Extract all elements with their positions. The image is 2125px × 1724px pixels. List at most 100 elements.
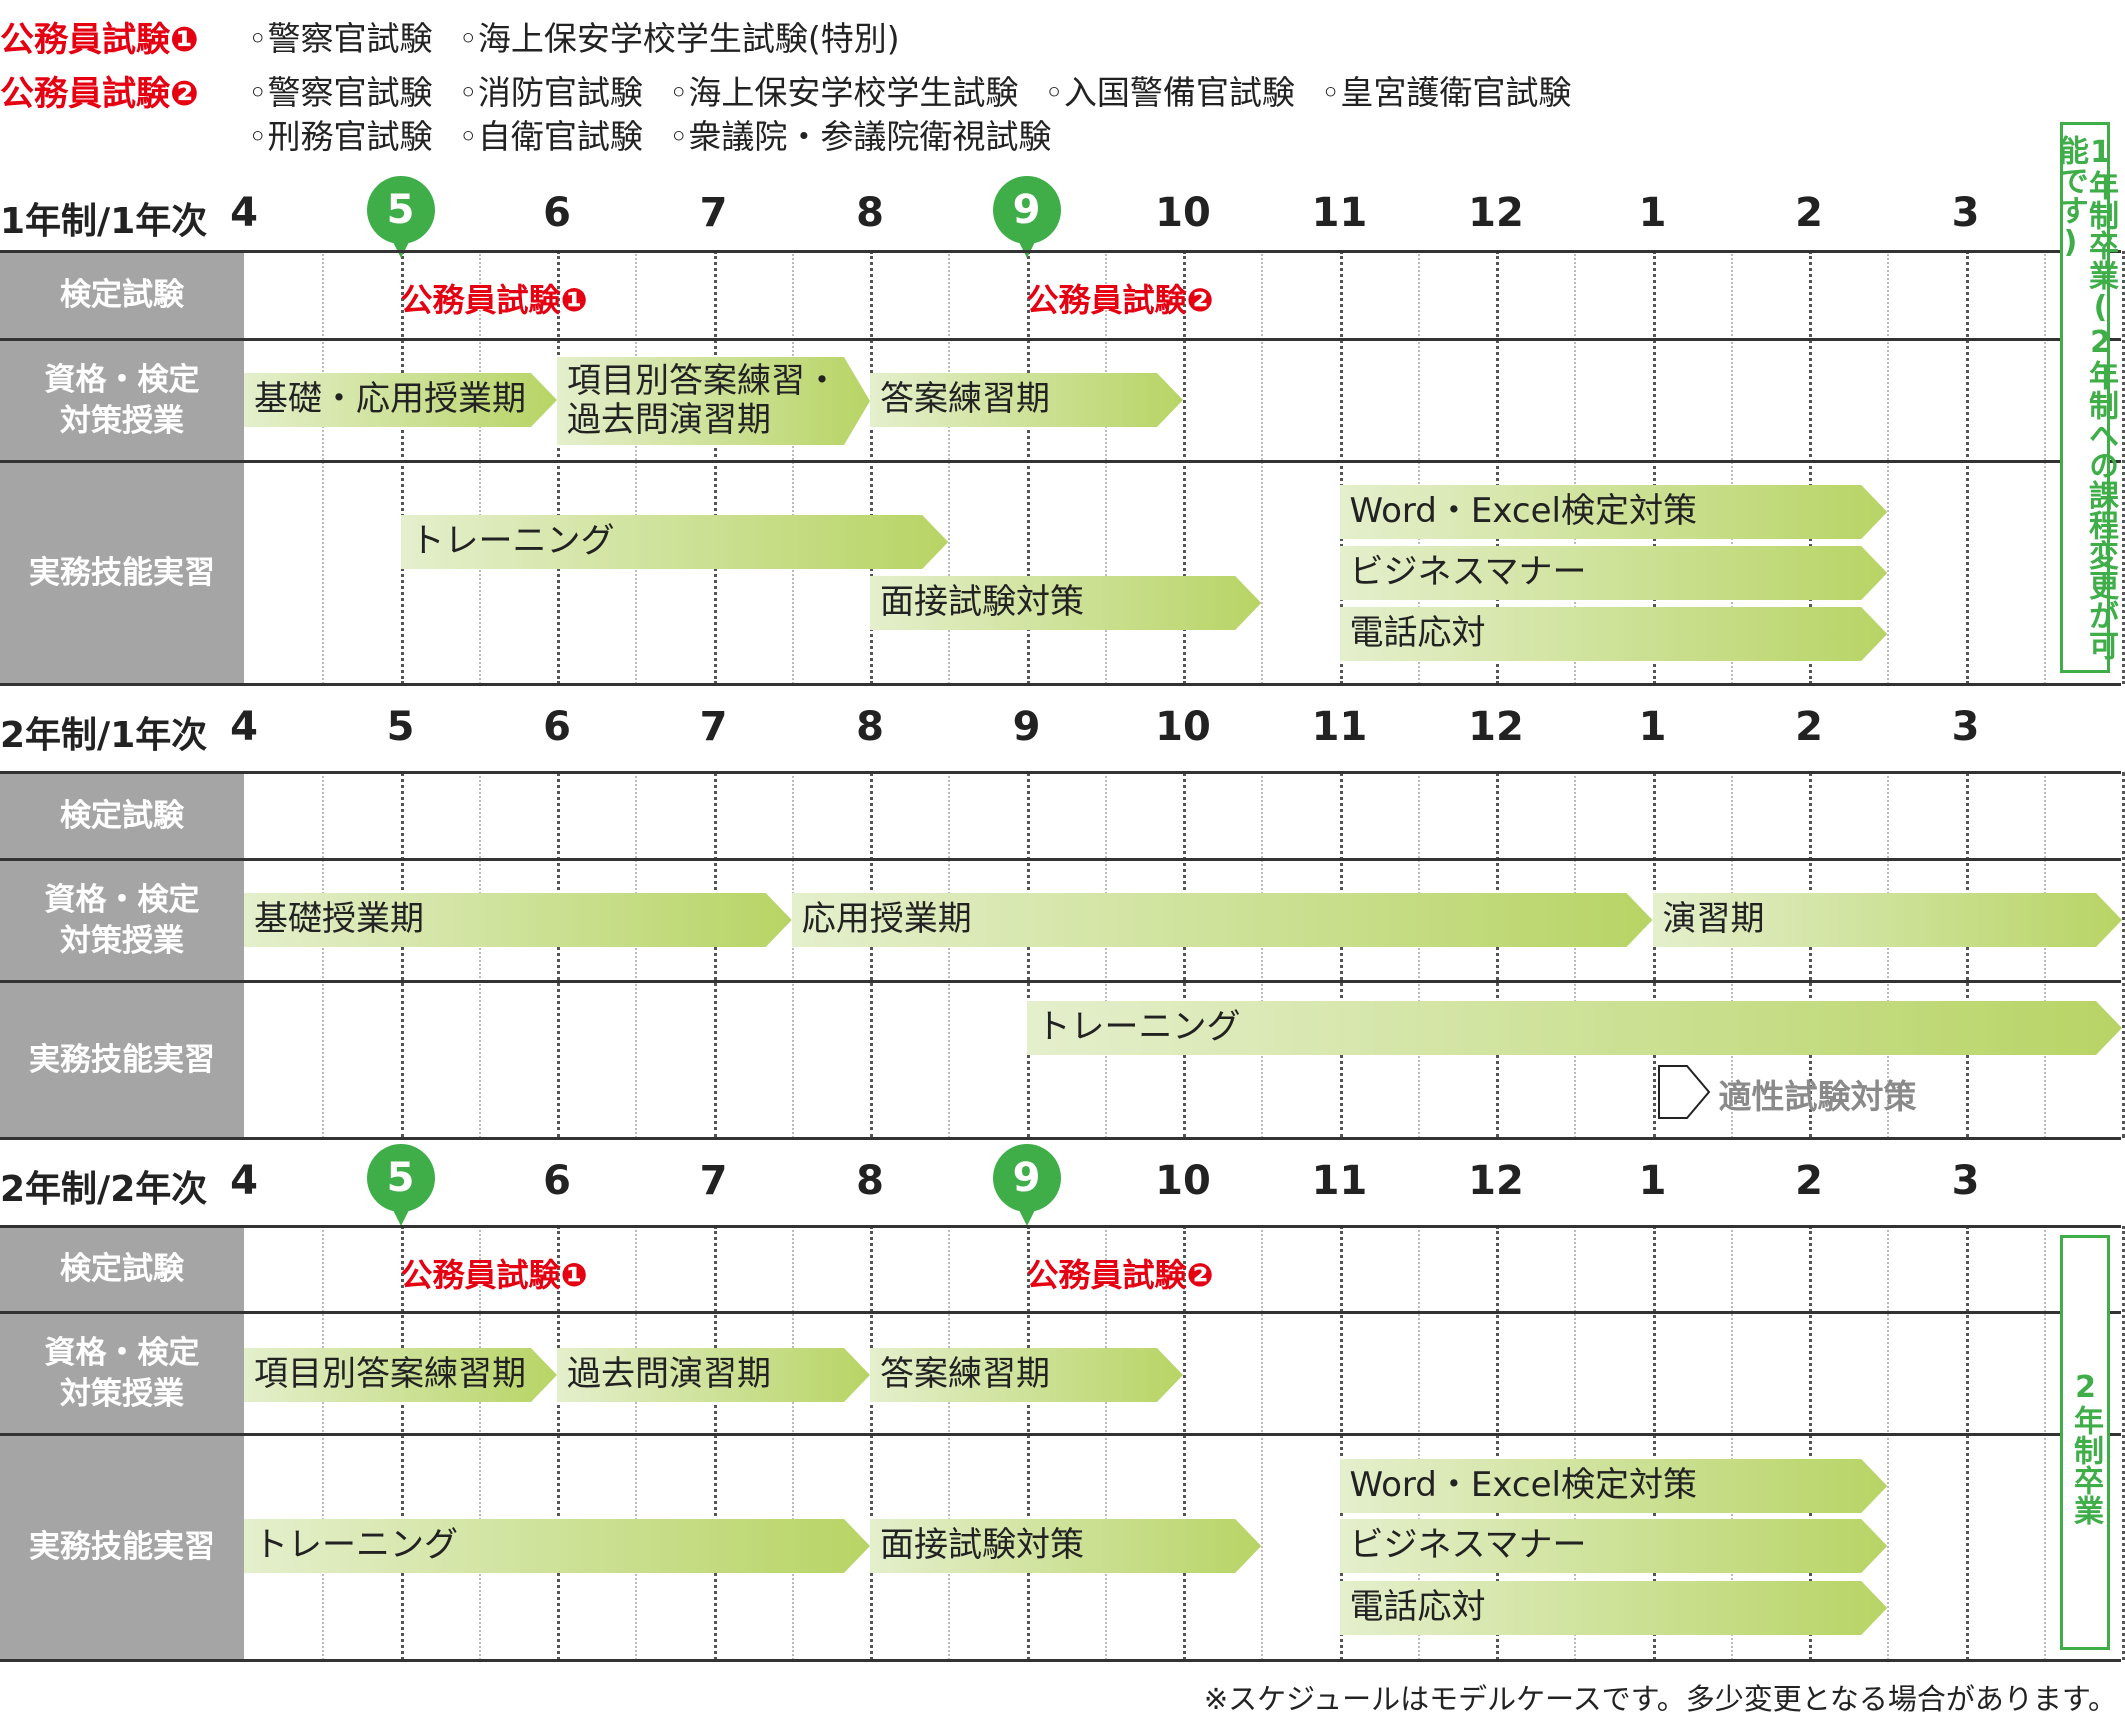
month-gridline [1261,772,1264,1138]
month-gridline [2122,251,2125,684]
row-label-exam: 検定試験 [0,1228,244,1311]
month-gridline [870,1226,873,1660]
month-gridline [1026,772,1030,1138]
month-gridline [400,772,404,1138]
month-label-2: 2 [1795,190,1823,236]
legend-items-exam-1: ◦警察官試験 ◦海上保安学校学生試験(特別) [248,12,926,60]
month-gridline [1809,251,1812,684]
month-label-9: 9 [1012,704,1041,750]
month-gridline [1417,772,1420,1138]
schedule-bar: ビジネスマナー [1340,1519,1888,1573]
month-gridline [1730,772,1733,1138]
month-gridline [1339,772,1343,1138]
month-gridline [1809,772,1812,1138]
month-gridline [635,772,638,1138]
row-label-exam: 検定試験 [0,774,244,858]
month-gridline [791,251,794,684]
month-gridline [1417,251,1420,684]
month-label-5: 5 [386,704,415,750]
month-gridline [1965,1226,1969,1660]
legend-items-exam-2: ◦警察官試験 ◦消防官試験 ◦海上保安学校学生試験 ◦入国警備官試験 ◦皇宮護衛官試験 [248,66,1597,114]
month-label-8: 8 [856,190,884,236]
month-gridline [1965,772,1969,1138]
month-marker-5: 5 [366,176,435,258]
month-label-11: 11 [1311,704,1368,750]
aptitude-test-label: 適性試験対策 [1718,1077,1917,1116]
graduation-box: 1年制卒業(2年制への課程変更が可能です) [2053,122,2118,673]
month-gridline [1026,1226,1030,1660]
month-gridline [478,772,481,1138]
month-gridline [1183,251,1186,684]
section-title: 2年制/1年次 [0,715,208,756]
month-marker-9: 9 [992,1144,1061,1226]
month-gridline [1261,1226,1264,1660]
month-gridline [1965,251,1969,684]
month-gridline [1809,1226,1812,1660]
row-label-work: 実務技能実習 [0,983,244,1137]
graduation-box: 2年制卒業 [2060,1235,2110,1650]
month-gridline [557,1226,560,1660]
month-label-2: 2 [1795,1158,1823,1204]
month-gridline [1183,1226,1186,1660]
month-gridline [1574,772,1577,1138]
month-label-10: 10 [1155,1158,1211,1204]
month-gridline [1574,251,1577,684]
section-title: 2年制/2年次 [0,1169,208,1210]
exam-label: 公務員試験❶ [400,281,588,319]
month-gridline [1496,772,1499,1138]
month-label-1: 1 [1638,190,1667,236]
month-gridline [1104,772,1107,1138]
month-marker-9: 9 [992,176,1061,258]
month-label-6: 6 [543,190,571,236]
row-divider [0,1225,2121,1228]
row-divider [0,460,2121,463]
month-gridline [713,772,717,1138]
schedule-bar: Word・Excel検定対策 [1340,1459,1888,1513]
month-gridline [2122,1226,2125,1660]
schedule-bar: 演習期 [1653,893,2123,947]
legend-item: ◦刑務官試験 [248,117,433,156]
month-label-4: 4 [230,1158,258,1204]
row-divider [0,683,2121,686]
row-divider [0,1137,2121,1140]
schedule-bar: 答案練習期 [870,1348,1183,1402]
schedule-bar: 電話応対 [1340,607,1888,661]
schedule-bar: 基礎・応用授業期 [244,373,557,427]
month-gridline [1887,1226,1890,1660]
month-gridline [478,1226,481,1660]
month-gridline [791,772,794,1138]
month-gridline [1104,1226,1107,1660]
month-marker-5: 5 [366,1144,435,1226]
month-gridline [400,1226,404,1660]
month-label-6: 6 [543,704,571,750]
month-label-8: 8 [856,704,884,750]
month-gridline [1496,1226,1499,1660]
month-gridline [635,1226,638,1660]
month-gridline [1183,772,1186,1138]
month-gridline [713,1226,717,1660]
month-gridline [948,1226,951,1660]
month-gridline [870,251,873,684]
schedule-bar: 面接試験対策 [870,1519,1261,1573]
month-gridline [635,251,638,684]
legend-item: ◦入国警備官試験 [1044,73,1295,112]
month-label-7: 7 [699,704,728,750]
month-label-2: 2 [1795,704,1823,750]
month-gridline [400,251,404,684]
month-gridline [322,251,325,684]
month-gridline [322,772,325,1138]
month-label-11: 11 [1311,190,1368,236]
month-label-3: 3 [1951,190,1980,236]
month-gridline [1652,1226,1656,1660]
exam-label: 公務員試験❷ [1026,1256,1214,1294]
month-gridline [1574,1226,1577,1660]
month-gridline [713,251,717,684]
legend-item: ◦警察官試験 [248,73,433,112]
row-label-work: 実務技能実習 [0,463,244,683]
month-gridline [1104,251,1107,684]
month-gridline [1887,251,1890,684]
month-gridline [1496,251,1499,684]
month-gridline [478,251,481,684]
month-gridline [557,251,560,684]
legend-title-exam-1: 公務員試験❶ [0,20,199,60]
